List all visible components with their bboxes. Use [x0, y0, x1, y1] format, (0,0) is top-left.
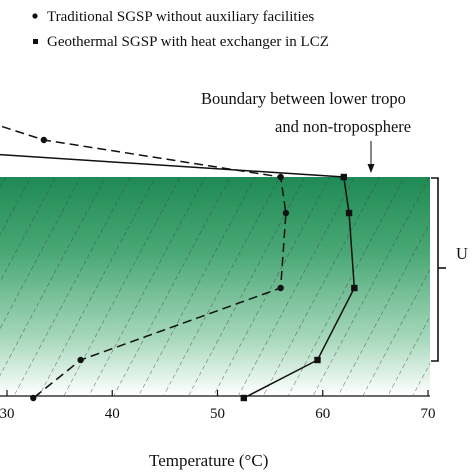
x-ticks: 30 40 50 60 70 — [0, 390, 436, 422]
x-axis-title: Temperature (°C) — [149, 451, 268, 470]
x-tick-label: 60 — [315, 406, 330, 422]
data-point-traditional — [277, 284, 284, 292]
legend-marker-circle — [32, 13, 38, 19]
legend-marker-square — [33, 39, 38, 44]
x-tick-label: 70 — [421, 406, 436, 422]
data-point-geothermal — [351, 284, 358, 292]
boundary-annotation-line1: Boundary between lower tropo — [201, 89, 406, 108]
data-point-traditional — [40, 136, 48, 144]
data-point-geothermal — [345, 209, 353, 217]
data-point-traditional — [77, 356, 84, 364]
legend: Traditional SGSP without auxiliary facil… — [32, 9, 329, 50]
data-point-traditional — [282, 209, 290, 217]
x-tick-label: 30 — [0, 406, 15, 422]
boundary-arrow-head — [367, 164, 375, 173]
data-point-geothermal — [240, 394, 248, 402]
series-layer — [0, 125, 358, 402]
series-line-geothermal — [0, 153, 356, 399]
data-point-traditional — [277, 173, 284, 181]
zone-bracket — [431, 177, 439, 362]
x-tick-label: 50 — [210, 406, 225, 422]
data-point-geothermal — [340, 173, 347, 181]
legend-entry-geothermal: Geothermal SGSP with heat exchanger in L… — [47, 34, 329, 50]
data-point-geothermal — [314, 356, 321, 364]
zone-label: U — [456, 244, 468, 263]
boundary-annotation-line2: and non-troposphere — [275, 117, 411, 136]
x-tick-label: 40 — [105, 406, 120, 422]
lower-zone-hatch — [0, 177, 430, 395]
legend-entry-traditional: Traditional SGSP without auxiliary facil… — [47, 9, 314, 25]
